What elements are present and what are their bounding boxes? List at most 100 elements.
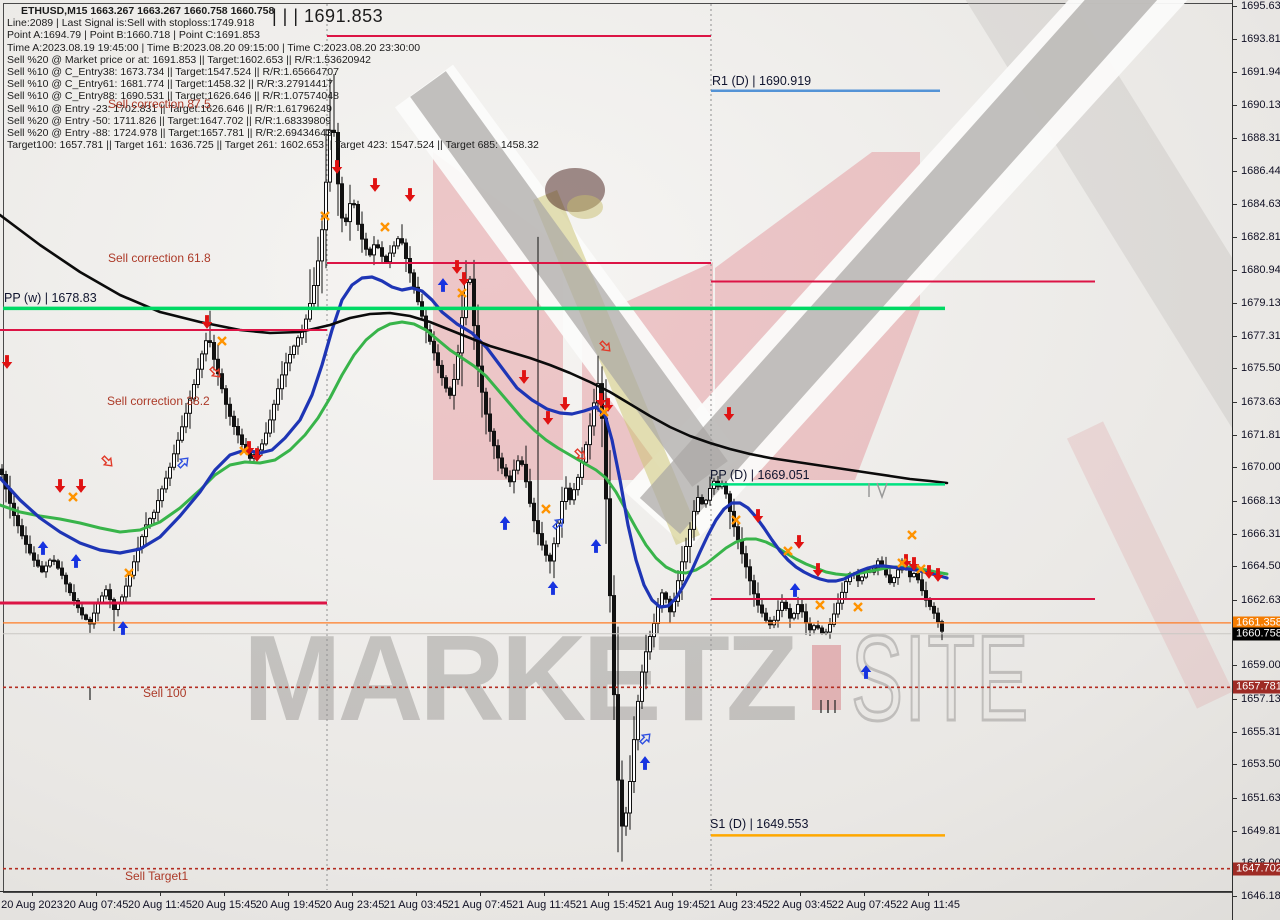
price-axis-label: 1659.000 xyxy=(1241,659,1280,672)
buy-arrow-icon xyxy=(437,278,449,292)
info-line-7: Sell %10 @ C_Entry88: 1690.531 || Target… xyxy=(7,90,339,103)
chart-canvas[interactable] xyxy=(0,0,1232,920)
price-badge-1660.758: 1660.758 xyxy=(1233,627,1280,641)
ma-blue-line xyxy=(0,275,949,609)
sell-arrow-icon xyxy=(54,479,66,493)
time-axis-tick xyxy=(864,892,865,896)
sell-arrow-icon xyxy=(1,355,13,369)
stop-cross-icon xyxy=(380,222,390,232)
stop-cross-icon xyxy=(320,211,330,221)
time-axis-tick xyxy=(800,892,801,896)
level-label-pp-weekly: PP (w) | 1678.83 xyxy=(4,291,97,305)
info-line-8: Sell %10 @ Entry -23: 1702.831 || Target… xyxy=(7,102,332,115)
time-axis-label: 20 Aug 23:45 xyxy=(319,899,385,911)
level-label-r1-daily: R1 (D) | 1690.919 xyxy=(712,74,812,88)
price-axis-tick xyxy=(1233,798,1237,800)
time-axis-label: 20 Aug 2023 xyxy=(1,899,63,911)
price-axis-tick xyxy=(1233,896,1237,898)
price-axis-label: 1682.815 xyxy=(1241,230,1280,243)
price-axis-tick xyxy=(1233,137,1237,139)
hollow-sell-arrow-icon xyxy=(599,340,611,352)
stop-cross-icon xyxy=(217,336,227,346)
price-axis-tick xyxy=(1233,699,1237,700)
price-axis-tick xyxy=(1233,236,1237,238)
price-lines xyxy=(3,622,1231,870)
time-axis-tick xyxy=(672,892,673,896)
sell-arrow-icon xyxy=(404,188,416,202)
gray-v-mark xyxy=(876,482,888,500)
price-axis-label: 1655.315 xyxy=(1241,725,1280,738)
price-badge-1647.702: 1647.702 xyxy=(1233,862,1280,876)
price-axis-label: 1668.130 xyxy=(1241,494,1280,507)
price-axis-tick xyxy=(1233,533,1237,535)
time-axis-label: 22 Aug 11:45 xyxy=(895,899,961,911)
stop-cross-icon xyxy=(239,446,249,456)
price-axis-label: 1651.630 xyxy=(1241,792,1280,805)
sell-arrow-icon xyxy=(793,535,805,549)
annotation-sell-target1: Sell Target1 xyxy=(125,869,189,883)
time-axis-label: 20 Aug 15:45 xyxy=(191,899,257,911)
info-line-11: Target100: 1657.781 || Target 161: 1636.… xyxy=(7,139,539,152)
time-axis-label: 21 Aug 07:45 xyxy=(447,899,513,911)
stop-cross-icon xyxy=(68,492,78,502)
stop-cross-icon xyxy=(124,568,134,578)
price-axis-tick xyxy=(1233,600,1237,601)
stop-cross-icon xyxy=(897,558,907,568)
buy-arrow-icon xyxy=(860,665,872,679)
price-axis-tick xyxy=(1233,171,1237,173)
stop-cross-icon xyxy=(783,546,793,556)
price-axis-label: 1679.130 xyxy=(1241,296,1280,309)
time-axis-tick xyxy=(608,892,609,896)
info-line-3: Time A:2023.08.19 19:45:00 | Time B:2023… xyxy=(7,41,421,54)
price-axis-tick xyxy=(1233,434,1237,436)
hollow-buy-arrow-icon xyxy=(552,518,564,530)
level-lines xyxy=(0,35,1095,837)
sell-arrow-icon xyxy=(331,160,343,174)
stop-cross-icon xyxy=(731,515,741,525)
stop-cross-icon xyxy=(457,288,467,298)
price-axis-label: 1680.945 xyxy=(1241,264,1280,277)
info-line-9: Sell %20 @ Entry -50: 1711.826 || Target… xyxy=(7,114,332,127)
info-line-10: Sell %20 @ Entry -88: 1724.978 || Target… xyxy=(7,127,332,140)
annotation-sell-correction-875: Sell correction 87.5 xyxy=(108,97,211,111)
price-axis-tick xyxy=(1233,830,1237,832)
time-axis[interactable]: 20 Aug 2023 20 Aug 07:45 20 Aug 11:45 20 Au… xyxy=(0,891,1232,920)
price-axis-tick xyxy=(1233,302,1237,304)
price-axis[interactable]: 1695.630 1693.815 1691.945 1690.130 1688.315… xyxy=(1232,0,1280,920)
point-c-price-label: | | | 1691.853 xyxy=(272,6,384,26)
time-axis-label: 22 Aug 07:45 xyxy=(831,899,897,911)
sell-arrow-icon xyxy=(251,448,263,462)
time-axis-tick xyxy=(544,892,545,896)
time-axis-tick xyxy=(928,892,929,896)
stop-cross-icon xyxy=(815,600,825,610)
buy-arrow-icon xyxy=(499,516,511,530)
level-label-s1-daily: S1 (D) | 1649.553 xyxy=(710,817,809,831)
info-line-6: Sell %10 @ C_Entry61: 1681.774 || Target… xyxy=(7,78,334,91)
hollow-sell-arrow-icon xyxy=(574,448,586,460)
price-axis-tick xyxy=(1233,335,1237,337)
price-axis-tick xyxy=(1233,467,1237,469)
price-axis-tick xyxy=(1233,500,1237,502)
watermark-logo xyxy=(394,0,1232,709)
price-axis-label: 1670.000 xyxy=(1241,461,1280,474)
time-axis-tick xyxy=(352,892,353,896)
price-axis-label: 1671.815 xyxy=(1241,428,1280,441)
stop-cross-icon xyxy=(599,407,609,417)
info-line-1: Line:2089 | Last Signal is:Sell with sto… xyxy=(7,17,255,30)
ma-black-line xyxy=(0,213,949,485)
price-badge-1657.781: 1657.781 xyxy=(1233,680,1280,694)
stop-cross-icon xyxy=(541,504,551,514)
info-line-4: Sell %20 @ Market price or at: 1691.853 … xyxy=(7,53,372,66)
watermark-text-marketz: MARKETZ xyxy=(243,610,798,746)
sell-arrow-icon xyxy=(458,272,470,286)
time-axis-label: 20 Aug 11:45 xyxy=(127,899,193,911)
price-axis-tick xyxy=(1233,368,1237,370)
plot-border xyxy=(3,3,1232,893)
time-axis-label: 21 Aug 11:45 xyxy=(511,899,577,911)
price-axis-tick xyxy=(1233,38,1237,40)
price-axis-label: 1693.815 xyxy=(1241,32,1280,45)
info-line-5: Sell %10 @ C_Entry38: 1673.734 || Target… xyxy=(7,66,339,79)
annotation-sell-100: Sell 100 xyxy=(143,686,187,700)
price-axis-tick xyxy=(1233,665,1237,667)
